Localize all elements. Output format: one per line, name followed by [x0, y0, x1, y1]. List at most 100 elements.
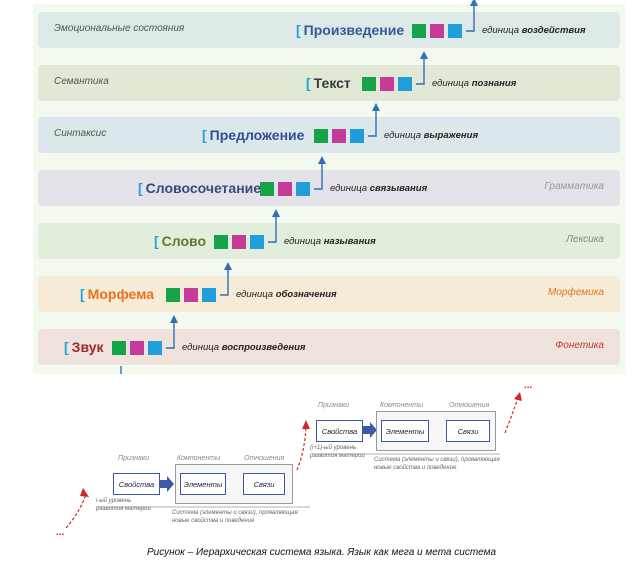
right-elementy-box: Элементы	[381, 420, 429, 442]
component-squares	[412, 24, 462, 38]
left-system-note: Система (элементы и связи), проявляющая …	[172, 510, 298, 524]
ascend-arrow-mid	[296, 425, 307, 471]
component-squares	[214, 235, 264, 249]
component-square	[314, 129, 328, 143]
right-otnosheniya: Отношения	[449, 402, 490, 409]
unit-bold: познания	[471, 78, 517, 89]
component-square	[148, 341, 162, 355]
ellipsis-left: ...	[56, 527, 65, 538]
term-bracket: [	[306, 75, 311, 91]
unit-prefix: единица	[482, 25, 522, 36]
band-left-label: Эмоциональные состояния	[54, 23, 185, 34]
unit-label: единица воздействия	[482, 25, 586, 36]
right-komponenty: Компоненты	[380, 402, 424, 409]
level-term: [Словосочетание	[138, 180, 261, 196]
component-square	[202, 288, 216, 302]
level-term: [Звук	[64, 339, 104, 355]
right-priznaki: Признаки	[318, 402, 350, 409]
component-squares	[166, 288, 216, 302]
component-square	[184, 288, 198, 302]
level-term: [Слово	[154, 233, 206, 249]
unit-bold: связывания	[369, 183, 428, 194]
unit-label: единица познания	[432, 78, 516, 89]
component-squares	[314, 129, 364, 143]
right-level-note: (i+1)-ый уровень развития материи	[310, 445, 365, 459]
band-right-label: Фонетика	[555, 340, 604, 351]
stair-arrowhead	[318, 156, 326, 164]
left-elementy-box: Элементы	[180, 473, 226, 495]
ascend-arrow-left	[65, 493, 87, 529]
component-square	[260, 182, 274, 196]
band-right-label: Лексика	[566, 234, 604, 245]
unit-label: единица воспроизведения	[182, 342, 306, 353]
level-term: [Предложение	[202, 127, 304, 143]
term-text: Слово	[161, 233, 207, 249]
unit-label: единица выражения	[384, 130, 478, 141]
band-left-label: Семантика	[54, 76, 109, 87]
stair-arrowhead	[372, 103, 380, 111]
level-band: Эмоциональные состояния	[38, 12, 620, 48]
band-left-label: Синтаксис	[54, 128, 107, 139]
stair-connectors	[120, 0, 478, 374]
block-arrow-right-1	[363, 422, 377, 438]
left-svyazi-box: Связи	[243, 473, 285, 495]
term-text: Предложение	[209, 127, 305, 143]
component-squares	[362, 77, 412, 91]
level-term: [Произведение	[296, 22, 404, 38]
stair-arrowhead	[272, 209, 280, 217]
ascend-arrow-left-head	[80, 488, 89, 497]
unit-label: единица связывания	[330, 183, 427, 194]
term-bracket: [	[64, 339, 69, 355]
unit-prefix: единица	[236, 289, 276, 300]
left-svoistva-box: Свойства	[113, 473, 160, 495]
unit-bold: выражения	[423, 130, 479, 141]
stair-arrowhead	[170, 315, 178, 323]
term-bracket: [	[296, 22, 301, 38]
stair-arrowhead	[224, 262, 232, 270]
term-text: Текст	[313, 75, 351, 91]
band-right-label: Грамматика	[544, 181, 604, 192]
stair-line	[166, 319, 175, 349]
component-square	[250, 235, 264, 249]
stair-line	[416, 55, 425, 85]
term-text: Морфема	[87, 286, 155, 302]
figure-caption: Рисунок – Иерархическая система языка. Я…	[146, 547, 497, 558]
term-text: Словосочетание	[145, 180, 262, 196]
stair-arrowhead	[420, 51, 428, 59]
component-square	[448, 24, 462, 38]
level-band: Синтаксис	[38, 117, 620, 153]
unit-prefix: единица	[182, 342, 222, 353]
term-bracket: [	[154, 233, 159, 249]
left-priznaki: Признаки	[118, 455, 150, 462]
unit-bold: воздействия	[521, 25, 586, 36]
unit-bold: обозначения	[275, 289, 337, 300]
term-bracket: [	[202, 127, 207, 143]
stair-line	[368, 107, 377, 137]
unit-prefix: единица	[330, 183, 370, 194]
component-square	[130, 341, 144, 355]
unit-bold: воспроизведения	[221, 342, 306, 353]
left-level-note: i-ый уровень развития материи	[96, 498, 151, 512]
component-square	[278, 182, 292, 196]
left-komponenty: Компоненты	[177, 455, 221, 462]
ascend-arrow-right-head	[514, 392, 522, 401]
unit-prefix: единица	[432, 78, 472, 89]
component-square	[380, 77, 394, 91]
right-system-note: Система (элементы и связи), проявляющая …	[374, 457, 500, 471]
component-square	[332, 129, 346, 143]
component-square	[112, 341, 126, 355]
component-square	[214, 235, 228, 249]
component-square	[350, 129, 364, 143]
component-square	[166, 288, 180, 302]
level-band: Грамматика	[38, 170, 620, 206]
term-text: Звук	[71, 339, 104, 355]
component-square	[362, 77, 376, 91]
component-squares	[112, 341, 162, 355]
ellipsis-right: ...	[524, 380, 533, 391]
unit-label: единица обозначения	[236, 289, 337, 300]
left-otnosheniya: Отношения	[244, 455, 285, 462]
term-text: Произведение	[303, 22, 405, 38]
component-square	[398, 77, 412, 91]
ascend-arrow-mid-head	[302, 420, 310, 429]
ascend-arrow-right	[504, 397, 519, 434]
